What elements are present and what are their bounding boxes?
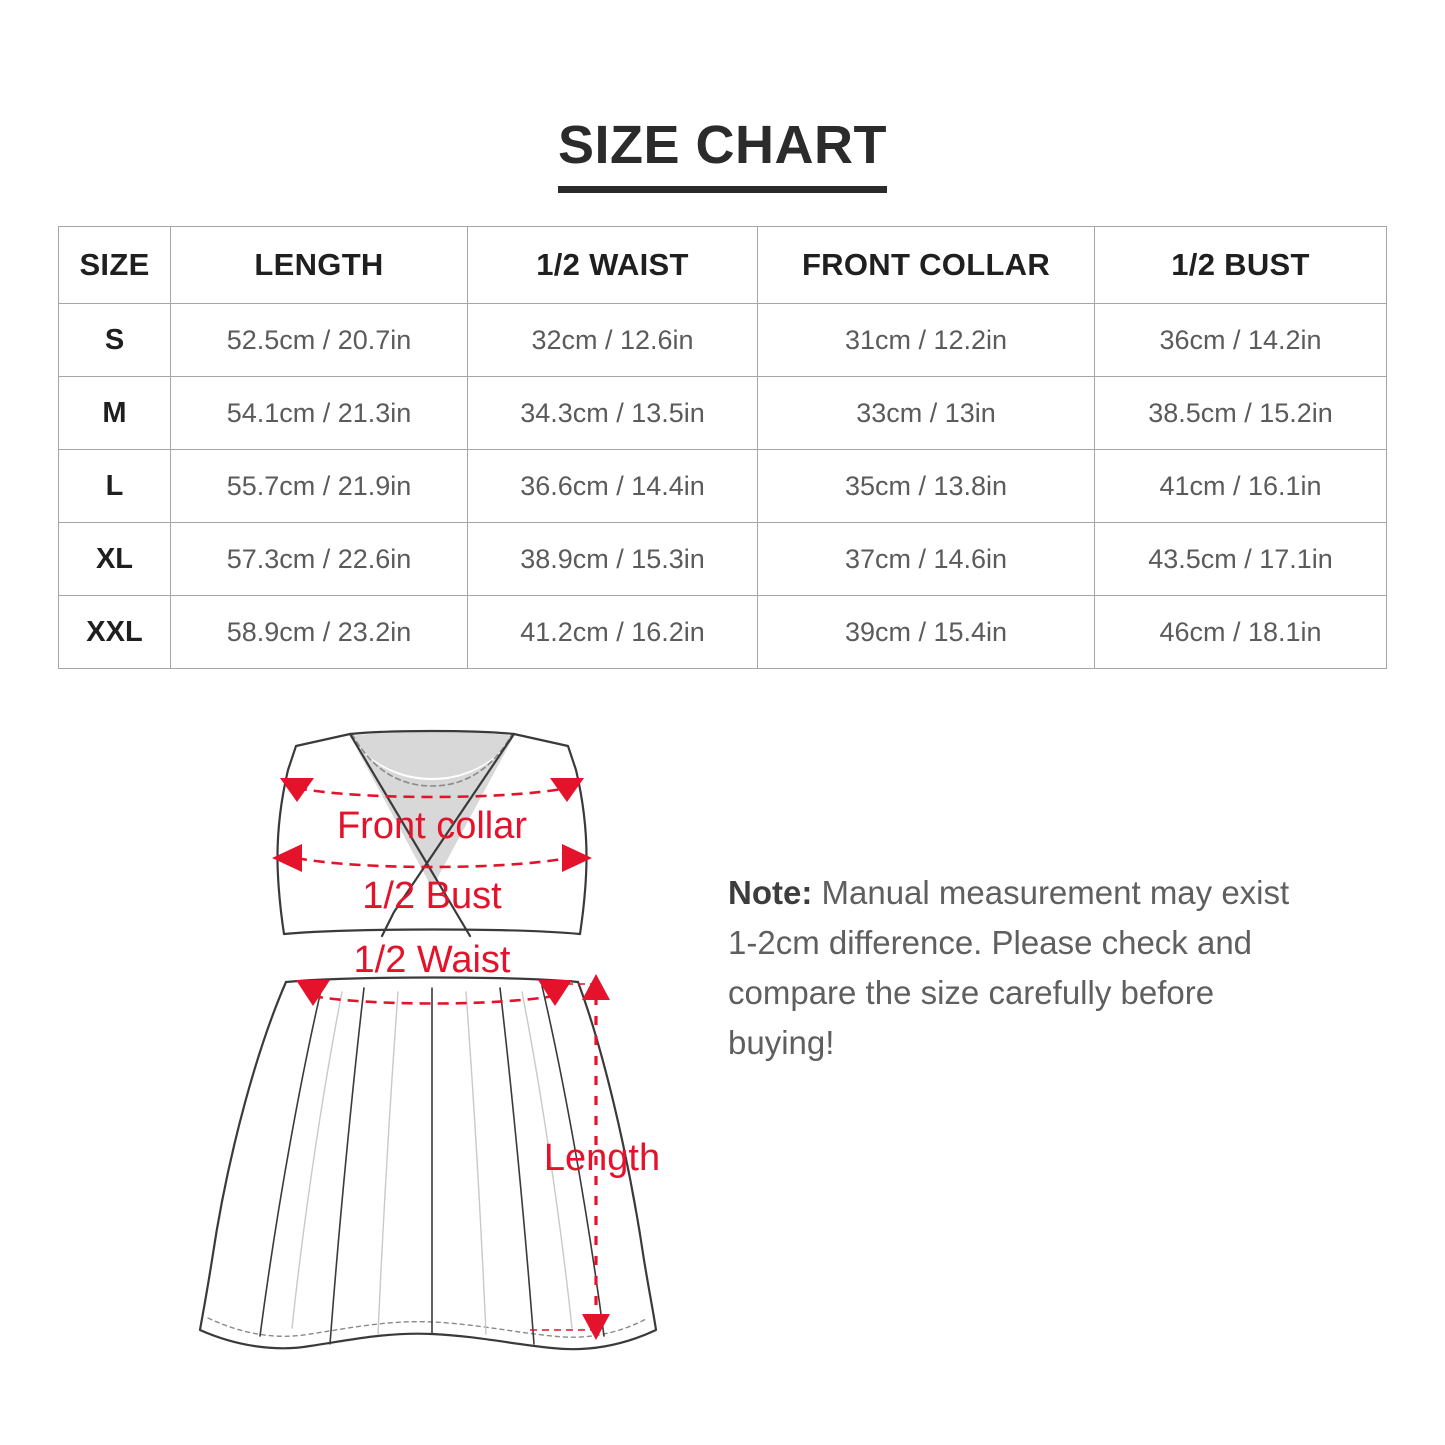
- cell-size: XXL: [58, 595, 171, 669]
- cell-size: L: [58, 449, 171, 523]
- table-row: S 52.5cm / 20.7in 32cm / 12.6in 31cm / 1…: [58, 303, 1387, 377]
- table-row: L 55.7cm / 21.9in 36.6cm / 14.4in 35cm /…: [58, 449, 1387, 523]
- title-block: SIZE CHART: [0, 118, 1445, 193]
- label-half-bust: 1/2 Bust: [362, 875, 502, 917]
- column-header-front-collar: FRONT COLLAR: [757, 226, 1095, 304]
- measurement-annotations: Front collar 1/2 Bust 1/2 Waist Length: [272, 778, 660, 1340]
- table-header-row: SIZE LENGTH 1/2 WAIST FRONT COLLAR 1/2 B…: [58, 226, 1387, 304]
- column-header-half-waist: 1/2 WAIST: [467, 226, 758, 304]
- half-waist-arrow-right: [538, 980, 572, 1006]
- skirt-pleat-lines: [259, 985, 605, 1345]
- shoulder-line: [348, 729, 516, 736]
- neckline-inner-curve: [351, 733, 513, 787]
- cell-half-waist: 41.2cm / 16.2in: [467, 595, 758, 669]
- cell-size: M: [58, 376, 171, 450]
- front-collar-arrow-right: [550, 778, 584, 802]
- cell-half-bust: 43.5cm / 17.1in: [1094, 522, 1387, 596]
- cell-half-bust: 36cm / 14.2in: [1094, 303, 1387, 377]
- cell-length: 52.5cm / 20.7in: [170, 303, 468, 377]
- table-row: M 54.1cm / 21.3in 34.3cm / 13.5in 33cm /…: [58, 376, 1387, 450]
- label-front-collar: Front collar: [337, 805, 527, 847]
- front-collar-measure-line: [295, 786, 569, 799]
- page-title: SIZE CHART: [558, 118, 887, 193]
- note-block: Note: Manual measurement may exist 1-2cm…: [728, 868, 1308, 1069]
- label-length: Length: [544, 1137, 660, 1179]
- size-chart-table: SIZE LENGTH 1/2 WAIST FRONT COLLAR 1/2 B…: [58, 226, 1387, 669]
- cell-half-waist: 38.9cm / 15.3in: [467, 522, 758, 596]
- cell-length: 54.1cm / 21.3in: [170, 376, 468, 450]
- cell-half-bust: 46cm / 18.1in: [1094, 595, 1387, 669]
- cell-half-waist: 34.3cm / 13.5in: [467, 376, 758, 450]
- half-waist-measure-line: [311, 994, 555, 1005]
- half-bust-measure-line: [295, 856, 569, 869]
- cell-front-collar: 37cm / 14.6in: [757, 522, 1095, 596]
- collar-inner-fill-lower: [350, 736, 514, 888]
- half-bust-arrow-left: [272, 844, 302, 872]
- collar-inner-fill: [350, 732, 514, 778]
- cell-size: XL: [58, 522, 171, 596]
- cell-half-bust: 38.5cm / 15.2in: [1094, 376, 1387, 450]
- wrap-edge-right: [380, 732, 516, 938]
- dress-measurement-diagram: Front collar 1/2 Bust 1/2 Waist Length: [150, 700, 710, 1380]
- cell-front-collar: 39cm / 15.4in: [757, 595, 1095, 669]
- note-text: Manual measurement may exist 1-2cm diffe…: [728, 874, 1290, 1062]
- cell-length: 58.9cm / 23.2in: [170, 595, 468, 669]
- cell-length: 57.3cm / 22.6in: [170, 522, 468, 596]
- note-label: Note:: [728, 874, 813, 911]
- cell-half-waist: 32cm / 12.6in: [467, 303, 758, 377]
- wrap-edge-left: [348, 732, 472, 938]
- half-waist-arrow-left: [296, 980, 330, 1006]
- cell-length: 55.7cm / 21.9in: [170, 449, 468, 523]
- column-header-size: SIZE: [58, 226, 171, 304]
- cell-size: S: [58, 303, 171, 377]
- front-collar-arrow-left: [280, 778, 314, 802]
- cell-front-collar: 31cm / 12.2in: [757, 303, 1095, 377]
- waistband-bottom: [284, 976, 580, 984]
- column-header-length: LENGTH: [170, 226, 468, 304]
- skirt-pleat-shading: [291, 991, 573, 1335]
- cell-front-collar: 33cm / 13in: [757, 376, 1095, 450]
- length-arrow-top: [582, 974, 610, 1000]
- table-row: XL 57.3cm / 22.6in 38.9cm / 15.3in 37cm …: [58, 522, 1387, 596]
- cell-front-collar: 35cm / 13.8in: [757, 449, 1095, 523]
- half-bust-arrow-right: [562, 844, 592, 872]
- dress-garment-illustration: [198, 729, 658, 1351]
- cell-half-bust: 41cm / 16.1in: [1094, 449, 1387, 523]
- cell-half-waist: 36.6cm / 14.4in: [467, 449, 758, 523]
- table-row: XXL 58.9cm / 23.2in 41.2cm / 16.2in 39cm…: [58, 595, 1387, 669]
- waistband-top: [282, 928, 582, 936]
- length-arrow-bottom: [582, 1314, 610, 1340]
- column-header-half-bust: 1/2 BUST: [1094, 226, 1387, 304]
- label-half-waist: 1/2 Waist: [354, 939, 511, 981]
